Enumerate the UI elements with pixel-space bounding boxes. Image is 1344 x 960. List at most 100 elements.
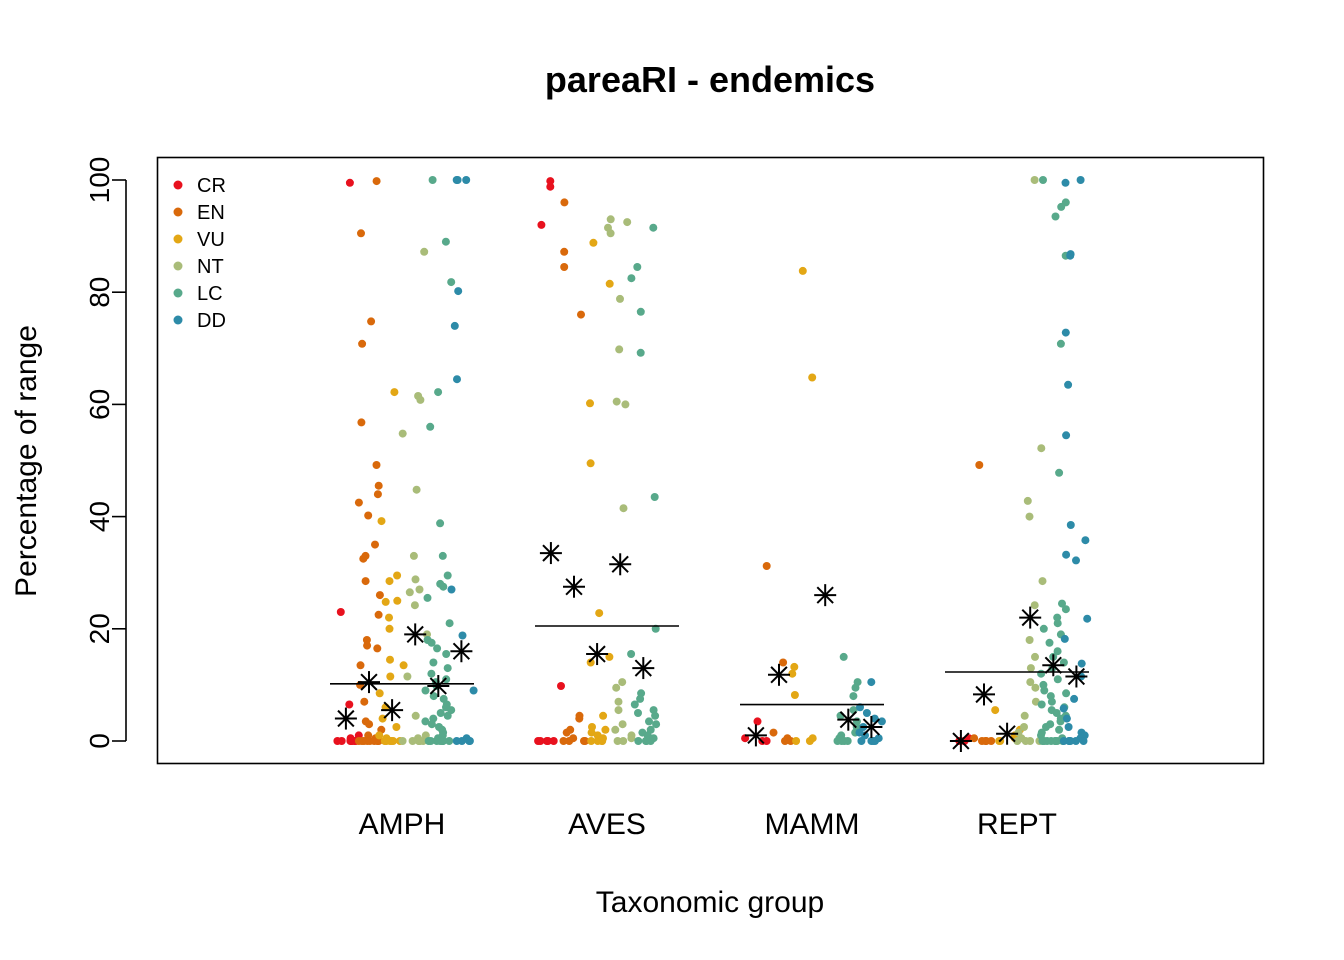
data-point (869, 737, 878, 745)
data-point (623, 218, 632, 227)
data-point (1051, 212, 1060, 221)
data-point (421, 717, 430, 726)
data-point (1025, 636, 1034, 644)
data-point (1061, 328, 1070, 337)
data-point (443, 711, 452, 720)
data-point (1072, 556, 1080, 565)
median-marker (586, 643, 609, 666)
data-point (1026, 678, 1035, 687)
data-point (587, 728, 596, 737)
data-point (560, 263, 569, 271)
y-tick-label: 0 (84, 733, 115, 749)
data-point (380, 737, 389, 745)
data-point (462, 176, 471, 184)
data-point (1042, 723, 1050, 731)
data-point (627, 274, 636, 283)
data-point (627, 650, 636, 658)
data-point (453, 176, 462, 184)
data-point (443, 664, 452, 673)
data-point (577, 310, 585, 319)
data-point (385, 624, 394, 633)
data-point (1023, 496, 1032, 505)
median-marker (1019, 606, 1042, 629)
data-point (385, 613, 393, 622)
median-marker (860, 715, 883, 738)
median-marker (427, 675, 450, 698)
data-point (375, 731, 384, 740)
data-point (1039, 624, 1048, 633)
y-axis: 0 20 40 60 80 100 (84, 157, 127, 749)
data-point (1066, 251, 1075, 260)
data-point (781, 737, 789, 745)
data-point (546, 177, 555, 186)
data-point (454, 287, 463, 296)
data-point (537, 220, 546, 229)
legend-label: DD (197, 310, 226, 332)
data-point (788, 669, 797, 678)
data-point (465, 737, 474, 745)
data-point (862, 709, 871, 717)
data-point (408, 737, 417, 745)
data-point (392, 723, 401, 731)
data-point (1062, 550, 1071, 559)
data-point (370, 737, 379, 745)
legend-swatch (173, 261, 183, 271)
data-point (357, 418, 366, 427)
data-point (606, 215, 615, 224)
data-point (469, 686, 478, 695)
data-point (1055, 725, 1064, 734)
data-point (345, 700, 354, 709)
data-point (1064, 380, 1073, 389)
legend: CR EN VU NT LC DD (173, 175, 226, 332)
median-marker (381, 699, 404, 722)
data-point (536, 737, 545, 745)
data-point (1039, 176, 1047, 184)
data-point (428, 176, 437, 184)
x-tick-label: AVES (568, 808, 646, 841)
data-point (645, 717, 653, 726)
data-point (762, 562, 771, 570)
data-point (1059, 737, 1068, 745)
data-point (613, 737, 622, 745)
data-point (1045, 638, 1054, 647)
data-point (443, 571, 452, 580)
y-tick-label: 20 (84, 613, 115, 644)
data-point (1064, 723, 1073, 731)
data-point (614, 697, 623, 706)
data-point (375, 689, 384, 698)
median-marker (609, 553, 632, 576)
data-point (357, 229, 365, 238)
data-point (1031, 652, 1039, 661)
y-tick-label: 100 (84, 157, 115, 204)
data-point (1053, 675, 1062, 684)
data-point (619, 504, 628, 513)
data-point (411, 575, 420, 584)
data-point (612, 683, 621, 692)
data-point (1025, 512, 1034, 521)
data-point (386, 655, 394, 664)
data-point (458, 631, 467, 640)
data-point (399, 661, 408, 670)
data-point (633, 263, 642, 271)
data-point (839, 652, 848, 661)
data-point (652, 720, 661, 729)
data-point (1066, 521, 1075, 529)
data-point (851, 683, 860, 692)
data-point (337, 737, 346, 745)
data-point (790, 662, 799, 671)
data-point (1059, 704, 1068, 713)
data-point (403, 672, 412, 681)
data-point (1058, 599, 1066, 608)
legend-label: CR (197, 175, 226, 197)
data-point (1070, 694, 1079, 703)
x-axis-label: Taxonomic group (596, 886, 824, 919)
x-tick-label: MAMM (765, 808, 860, 841)
data-point (361, 577, 370, 586)
data-point (586, 459, 595, 468)
data-point (1037, 700, 1046, 709)
data-point (1037, 444, 1046, 453)
median-marker (814, 584, 837, 607)
data-point (978, 737, 986, 745)
data-point (390, 388, 399, 397)
data-point (779, 658, 788, 667)
